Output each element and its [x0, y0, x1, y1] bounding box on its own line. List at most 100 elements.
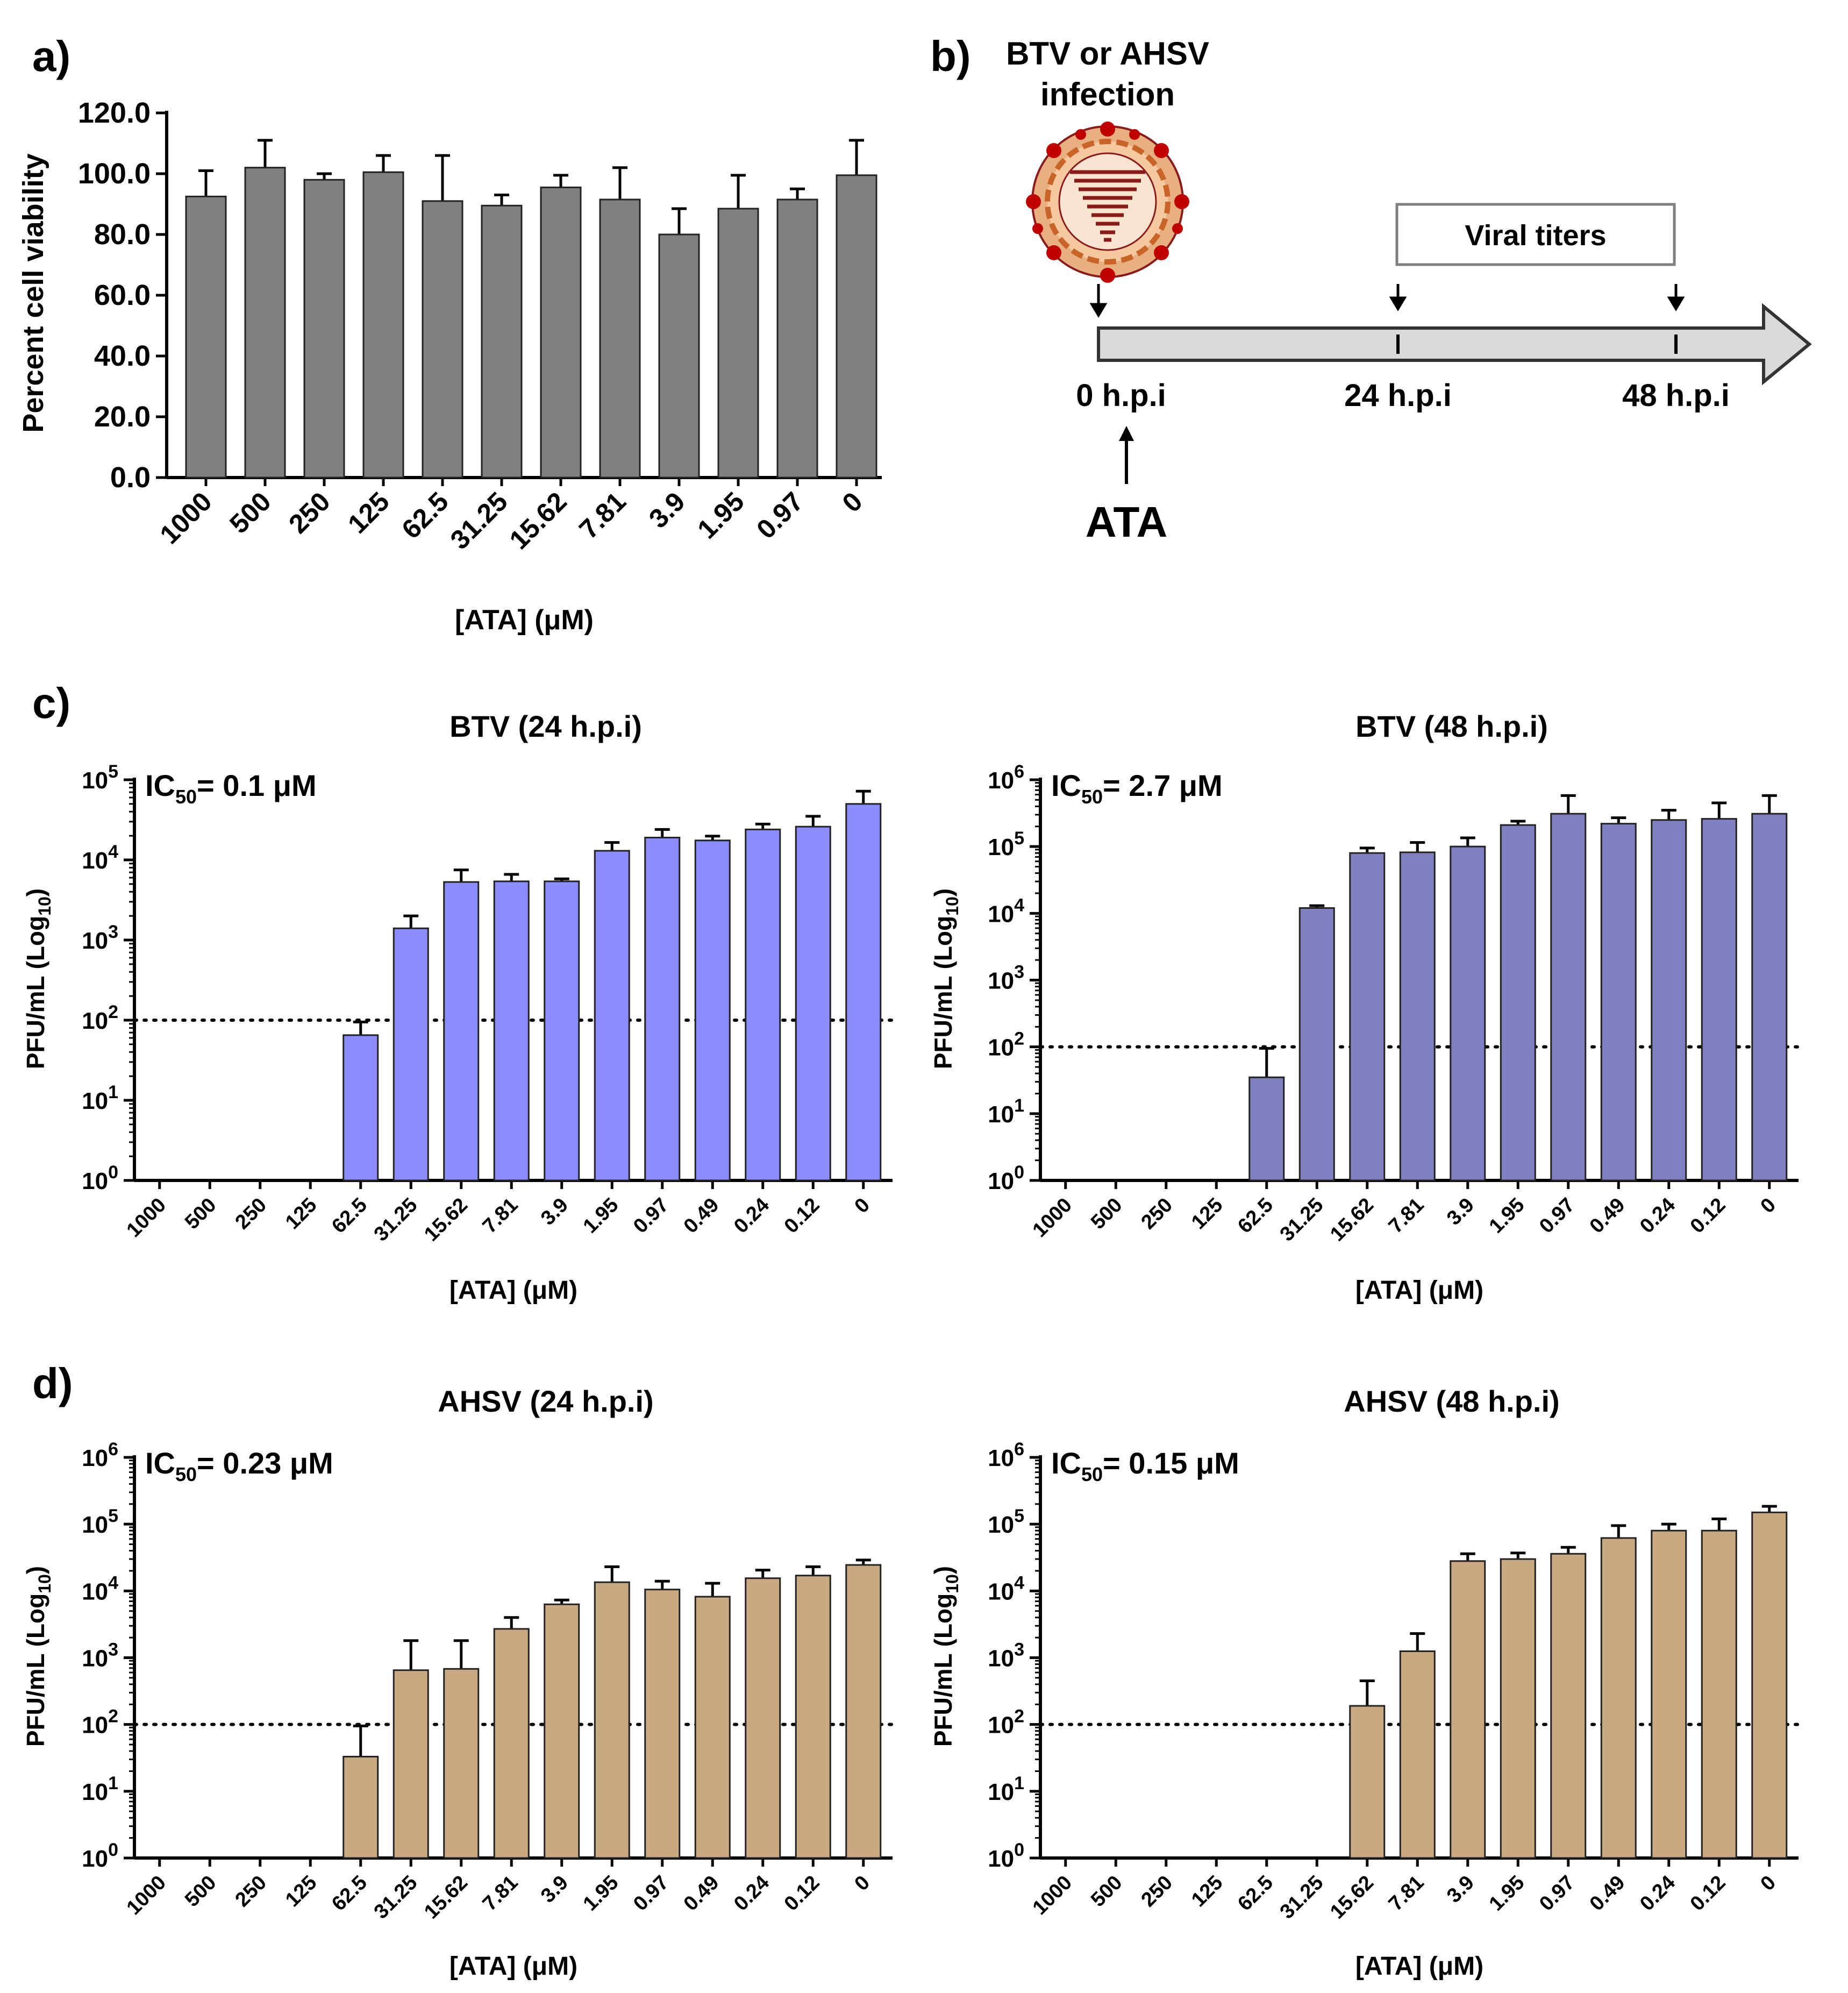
y-axis-label: PFU/mL (Log10) — [22, 888, 54, 1069]
bar — [303, 179, 345, 479]
bar — [422, 200, 463, 479]
y-axis-label-sub: 10 — [943, 896, 962, 916]
bar — [1349, 852, 1386, 1181]
bar — [1751, 1511, 1788, 1859]
y-tick-label: 20.0 — [94, 401, 151, 433]
bar — [544, 880, 580, 1181]
ic50-prefix: IC — [1051, 1446, 1081, 1480]
y-tick-label: 104 — [988, 1572, 1024, 1605]
bar — [1450, 1560, 1486, 1859]
x-axis-label: [ATA] (μM) — [449, 1952, 577, 1981]
bar — [1751, 813, 1788, 1181]
y-tick-label: 101 — [988, 1095, 1024, 1128]
label-0-hpi: 0 h.p.i — [1076, 378, 1166, 413]
x-axis-label: [ATA] (μM) — [455, 604, 594, 636]
y-tick-label: 102 — [82, 1002, 118, 1034]
virus-icon — [1026, 122, 1189, 283]
bar — [594, 1581, 630, 1859]
y-tick-label: 100 — [82, 1162, 118, 1194]
bar — [1349, 1705, 1386, 1859]
bar — [493, 1628, 530, 1859]
y-axis-label-end: ) — [929, 1566, 957, 1574]
ic50-prefix: IC — [145, 768, 175, 802]
y-axis-label: Percent cell viability — [17, 153, 49, 432]
y-tick-label: 102 — [988, 1029, 1024, 1061]
arrow-down-24-head — [1389, 296, 1407, 311]
y-tick-label: 102 — [988, 1706, 1024, 1739]
panel-label-c: c) — [32, 679, 70, 727]
bar — [1450, 845, 1486, 1181]
bar — [1550, 1553, 1587, 1859]
bar — [795, 1575, 831, 1859]
bar — [244, 167, 286, 479]
timeline-arrow — [1097, 303, 1812, 386]
ic50-annotation: IC50= 0.1 μM — [145, 768, 317, 808]
bar — [1651, 819, 1687, 1181]
bar — [343, 1755, 379, 1859]
ic50-value: = 2.7 μM — [1103, 768, 1223, 802]
arrow-down-0-head — [1089, 303, 1108, 318]
ic50-subscript: 50 — [175, 786, 197, 808]
bar — [343, 1034, 379, 1181]
bar — [1248, 1076, 1285, 1181]
bar — [443, 881, 480, 1181]
x-axis-label: [ATA] (μM) — [1355, 1276, 1483, 1305]
y-tick-label: 104 — [988, 895, 1024, 927]
y-axis-label-main: PFU/mL (Log — [929, 1593, 957, 1747]
y-tick-label: 80.0 — [94, 218, 151, 251]
y-tick-label: 103 — [82, 922, 118, 954]
y-tick-label: 120.0 — [78, 97, 151, 129]
bar — [599, 198, 641, 479]
bar — [185, 195, 227, 479]
bar — [745, 1577, 781, 1859]
y-tick-label: 103 — [82, 1640, 118, 1672]
ic50-annotation: IC50= 2.7 μM — [1051, 768, 1223, 808]
bar — [1701, 1529, 1737, 1859]
viral-titers-box — [1395, 203, 1676, 266]
x-axis-label: [ATA] (μM) — [1355, 1952, 1483, 1981]
bar — [1399, 851, 1436, 1181]
y-tick-label: 106 — [988, 761, 1024, 794]
bar — [658, 233, 700, 479]
ic50-subscript: 50 — [1081, 786, 1103, 808]
ic50-value: = 0.15 μM — [1103, 1446, 1239, 1480]
y-tick-label: 100 — [988, 1840, 1024, 1872]
y-tick-label: 40.0 — [94, 340, 151, 372]
chart-title: BTV (48 h.p.i) — [1355, 709, 1548, 743]
bar — [1701, 818, 1737, 1181]
bar — [745, 828, 781, 1181]
bar — [836, 174, 877, 479]
ic50-value: = 0.23 μM — [197, 1446, 333, 1480]
ic50-prefix: IC — [145, 1446, 175, 1480]
ic50-subscript: 50 — [1081, 1463, 1103, 1485]
bar — [544, 1603, 580, 1859]
bar — [845, 1564, 882, 1859]
y-tick-label: 106 — [82, 1439, 118, 1471]
y-axis-label-sub: 10 — [35, 896, 54, 916]
y-tick-label: 0.0 — [110, 461, 151, 494]
y-tick-label: 104 — [82, 842, 118, 874]
bar — [393, 927, 429, 1181]
y-tick-label: 101 — [82, 1082, 118, 1114]
bar — [644, 836, 681, 1181]
panel-label-a: a) — [32, 32, 70, 80]
y-tick-label: 101 — [82, 1773, 118, 1805]
y-axis-label: PFU/mL (Log10) — [929, 1566, 962, 1747]
panel-label-b: b) — [930, 32, 971, 80]
bar — [481, 204, 523, 479]
bar — [1500, 1558, 1536, 1859]
y-tick-label: 106 — [988, 1439, 1024, 1471]
bar — [795, 825, 831, 1181]
viral-titers-label: Viral titers — [1465, 219, 1606, 252]
y-tick-label: 100 — [988, 1162, 1024, 1194]
y-tick-label: 100.0 — [78, 158, 151, 190]
panel-label-d: d) — [32, 1359, 73, 1407]
y-axis-label: PFU/mL (Log10) — [929, 888, 962, 1069]
bar — [443, 1668, 480, 1859]
y-axis-label-end: ) — [22, 888, 49, 896]
y-tick-label: 105 — [988, 828, 1024, 860]
bar — [493, 880, 530, 1181]
bar — [540, 186, 582, 479]
